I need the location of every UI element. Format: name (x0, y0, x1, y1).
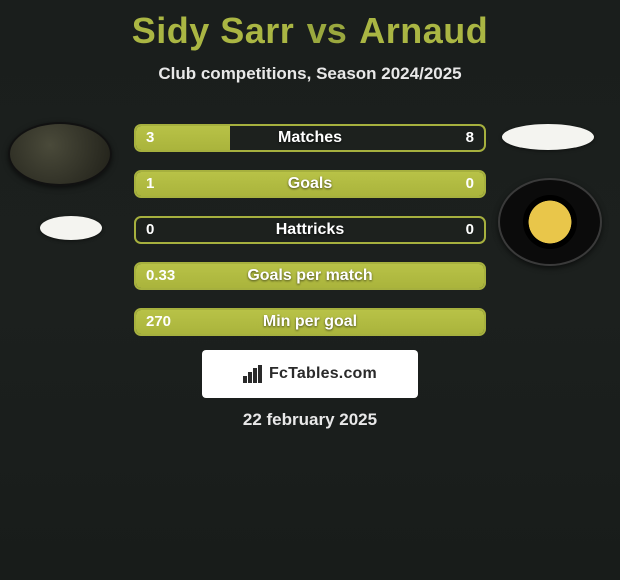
attribution-text: FcTables.com (269, 365, 377, 383)
stat-label: Hattricks (136, 218, 484, 242)
stat-label: Min per goal (136, 310, 484, 334)
stat-bar: 0.33Goals per match (134, 262, 486, 290)
stat-right-value: 8 (466, 126, 474, 150)
player-right-name: Arnaud (359, 10, 488, 51)
stat-label: Goals (136, 172, 484, 196)
attribution-box: FcTables.com (202, 350, 418, 398)
stat-bar: 1Goals0 (134, 170, 486, 198)
vs-text: vs (307, 10, 347, 51)
stat-bar: 0Hattricks0 (134, 216, 486, 244)
subtitle: Club competitions, Season 2024/2025 (0, 64, 620, 84)
date-text: 22 february 2025 (0, 410, 620, 430)
player-right-avatar (502, 124, 594, 150)
stat-right-value: 0 (466, 172, 474, 196)
stat-bar: 270Min per goal (134, 308, 486, 336)
stat-bar: 3Matches8 (134, 124, 486, 152)
player-left-name: Sidy Sarr (132, 10, 295, 51)
stat-right-value: 0 (466, 218, 474, 242)
player-left-team-badge (40, 216, 102, 240)
player-left-avatar (8, 122, 112, 186)
stat-label: Matches (136, 126, 484, 150)
title-row: Sidy Sarr vs Arnaud (0, 0, 620, 52)
player-right-team-badge (498, 178, 602, 266)
bar-chart-icon (243, 365, 265, 383)
stat-label: Goals per match (136, 264, 484, 288)
stat-bars: 3Matches81Goals00Hattricks00.33Goals per… (134, 124, 486, 354)
